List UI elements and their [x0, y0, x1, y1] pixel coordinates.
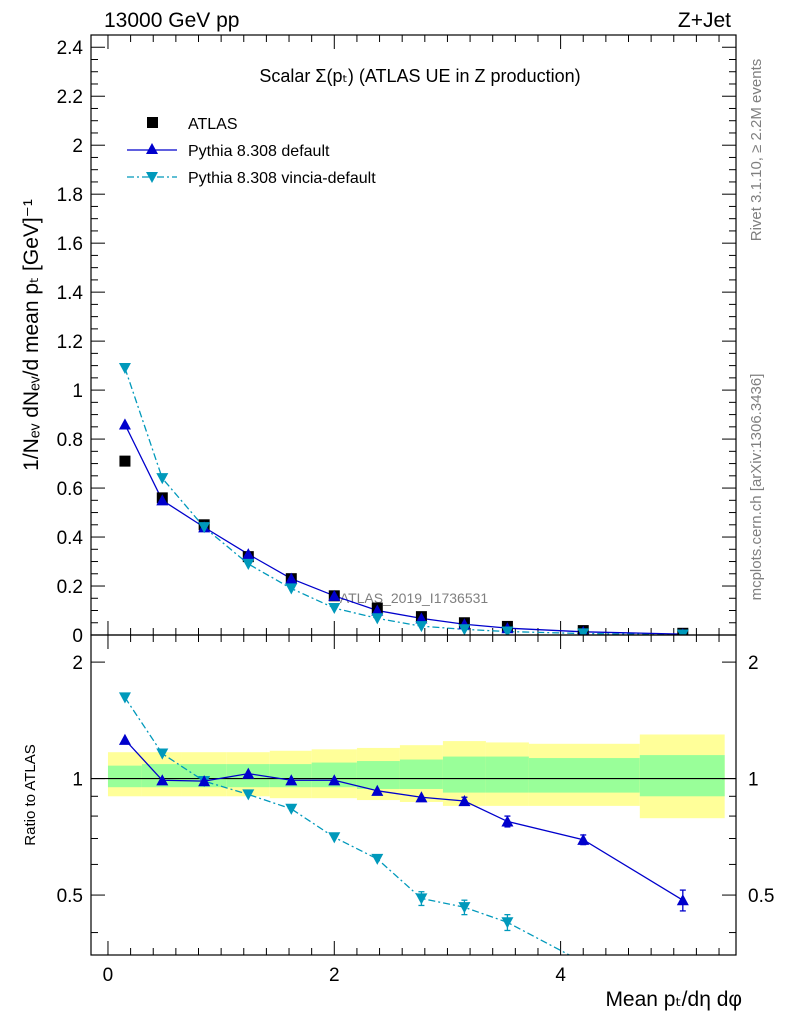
main-ytick-label: 0.6 [57, 479, 83, 500]
main-plot-area [118, 362, 689, 635]
ratio-point-vincia [577, 957, 589, 968]
main-ytick-label: 2 [72, 136, 83, 157]
main-point-vincia [501, 626, 514, 635]
main-ytick-label: 0 [72, 626, 83, 647]
legend-default-label: Pythia 8.308 default [188, 143, 330, 160]
ratio-axes: 0 2 4 0.5 0.5 1 1 2 2 [57, 635, 774, 986]
main-ytick-label: 1 [72, 381, 83, 402]
ratio-point-default [242, 767, 255, 779]
ratio-ytick-label-left: 0.5 [57, 886, 83, 907]
analysis-watermark: ATLAS_2019_I1736531 [340, 590, 489, 606]
ratio-ytick-label-right: 1 [748, 770, 759, 791]
ratio-point-default [285, 774, 298, 786]
legend-atlas-label: ATLAS [188, 116, 238, 133]
header-energy: 13000 GeV pp [104, 9, 239, 32]
main-point-vincia [577, 628, 590, 635]
main-axes: 0 0.2 0.4 0.6 0.8 1 1.2 1.4 1.6 1.8 2 2.2 2.4 [57, 35, 736, 647]
main-point-default [242, 548, 255, 560]
ratio-band-green [442, 756, 486, 793]
main-series-vincia-line [124, 367, 683, 635]
ratio-point-default [371, 784, 384, 796]
legend-vincia-marker [146, 172, 158, 183]
ratio-point-vincia [458, 902, 471, 914]
main-point-default [156, 494, 169, 506]
ratio-plot-area [118, 692, 689, 968]
rivet-info: Rivet 3.1.10, ≥ 2.2M events [748, 59, 765, 242]
ratio-series-vincia-line [124, 697, 571, 955]
legend: ATLAS Pythia 8.308 default Pythia 8.308 … [127, 116, 376, 187]
xtick-label: 4 [555, 965, 566, 986]
ratio-point-default [415, 791, 428, 803]
main-ytick-label: 1.4 [57, 283, 84, 304]
ratio-point-default [501, 815, 514, 827]
ratio-point-vincia [501, 917, 514, 929]
main-ytick-label: 0.8 [57, 430, 83, 451]
main-ytick-label: 0.4 [57, 528, 84, 549]
main-ytick-label: 0.2 [57, 577, 83, 598]
main-ytick-label: 1.6 [57, 234, 83, 255]
ratio-band-green [528, 758, 640, 793]
main-point-default [285, 572, 298, 584]
ratio-point-default [577, 833, 590, 845]
main-point-vincia [415, 621, 428, 633]
ratio-band-green [107, 765, 142, 788]
legend-atlas-marker [147, 117, 158, 128]
ratio-point-default [458, 795, 471, 807]
ratio-band-green [639, 755, 725, 797]
xtick-label: 0 [103, 965, 114, 986]
ratio-point-vincia [328, 832, 341, 844]
ratio-point-default [328, 774, 341, 786]
ratio-point-default [118, 733, 131, 745]
main-ytick-label: 2.2 [57, 87, 83, 108]
ratio-ytick-label-right: 2 [748, 653, 759, 674]
ratio-band-green [399, 759, 443, 789]
ratio-frame [90, 634, 737, 956]
ratio-ytick-label-left: 1 [72, 770, 83, 791]
ratio-band-green [356, 761, 400, 789]
legend-default-marker [146, 143, 158, 154]
main-ytick-label: 1.8 [57, 185, 83, 206]
ylabel-main: 1/Nₑᵥ dNₑᵥ/d mean pₜ [GeV]⁻¹ [20, 199, 43, 471]
main-ytick-label: 1.2 [57, 332, 83, 353]
xtick-label: 2 [329, 965, 340, 986]
ratio-band-green [485, 756, 529, 793]
plot-title: Scalar Σ(pₜ) (ATLAS UE in Z production) [259, 66, 580, 86]
main-point-vincia [198, 522, 211, 534]
ratio-ytick-label-right: 0.5 [748, 886, 774, 907]
main-series-default-line [124, 424, 683, 635]
main-point-default [118, 418, 131, 430]
main-point-vincia [458, 624, 471, 635]
main-point-vincia [242, 558, 255, 570]
ratio-point-vincia [371, 853, 384, 865]
main-point-vincia [371, 613, 384, 625]
main-point-vincia [156, 473, 169, 485]
ratio-point-default [156, 774, 169, 786]
ratio-point-vincia [285, 803, 298, 815]
mcplots-info: mcplots.cern.ch [arXiv:1306.3436] [748, 374, 765, 601]
main-ytick-label: 2.4 [57, 38, 84, 59]
ylabel-ratio: Ratio to ATLAS [22, 744, 39, 845]
main-point-vincia [676, 629, 689, 635]
ratio-point-default [676, 894, 689, 906]
ratio-ytick-label-left: 2 [72, 653, 83, 674]
main-point-default [328, 589, 341, 601]
legend-vincia-label: Pythia 8.308 vincia-default [188, 170, 376, 187]
ratio-point-vincia [156, 748, 169, 760]
main-point-vincia [118, 362, 131, 375]
ratio-point-vincia [118, 692, 131, 704]
main-point-vincia [328, 602, 341, 615]
xlabel: Mean pₜ/dη dφ [605, 988, 742, 1011]
main-point-default [415, 612, 428, 624]
ratio-series-default-line [124, 739, 684, 901]
main-point-atlas [119, 455, 131, 467]
ratio-point-default [198, 775, 211, 787]
ratio-point-vincia [415, 893, 428, 905]
header-process: Z+Jet [678, 9, 731, 32]
ratio-uncertainty-bands [107, 734, 725, 819]
main-point-vincia [285, 583, 298, 595]
main-point-default [371, 604, 384, 616]
ratio-point-vincia [242, 789, 255, 801]
